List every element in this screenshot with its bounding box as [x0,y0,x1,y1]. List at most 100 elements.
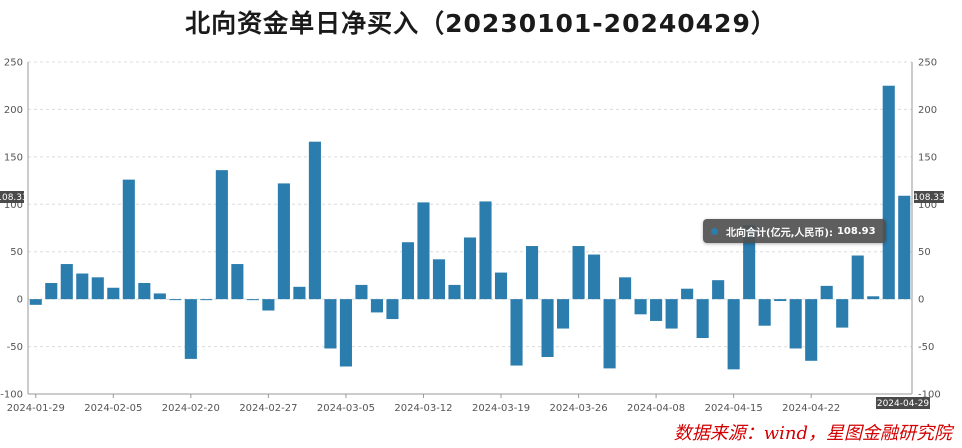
tooltip: 北向合计(亿元,人民币): 108.93 [703,219,886,243]
right-value-badge-text: 108.33 [913,193,945,203]
bar[interactable] [277,183,290,300]
y-tick-label: 250 [4,58,23,69]
y-tick-label: -50 [918,342,934,353]
y-tick-label: -50 [7,342,23,353]
bar[interactable] [153,293,166,300]
bar[interactable] [262,299,275,311]
x-tick-label: 2024-04-15 [705,403,763,414]
bar[interactable] [650,299,663,321]
bar[interactable] [789,299,802,349]
y-tick-label: 200 [918,105,937,116]
bars [29,85,911,370]
bar[interactable] [246,299,259,301]
bar[interactable] [122,179,135,300]
x-tick-label: 2024-02-20 [162,403,220,414]
bar[interactable] [743,225,756,300]
bar[interactable] [231,264,244,300]
bar[interactable] [448,284,461,300]
bar[interactable] [60,264,73,300]
y-tick-label: 50 [10,247,23,258]
bar[interactable] [851,255,864,300]
y-tick-label: 150 [918,152,937,163]
tooltip-label: 北向合计(亿元,人民币): [726,227,833,239]
y-tick-label: 100 [918,200,937,211]
bar[interactable] [882,85,895,300]
right-value-badge: 108.33 [913,191,945,203]
bar[interactable] [727,299,740,370]
bar[interactable] [696,299,709,339]
y-tick-label: -100 [918,390,941,401]
x-tick-label: 2024-02-05 [84,403,142,414]
bar[interactable] [712,280,725,300]
bar[interactable] [169,299,182,301]
bar[interactable] [588,254,601,300]
y-axis-right-ticks: 250 200 150 100 50 0 -50 -100 [918,58,941,401]
bar[interactable] [29,299,42,305]
bar[interactable] [76,273,89,300]
x-tick-label: 2024-03-19 [472,403,530,414]
bar[interactable] [805,299,818,361]
bar[interactable] [417,202,430,300]
bar[interactable] [525,246,539,300]
x-tick-label: 2024-02-27 [239,403,297,414]
bar[interactable] [774,299,787,302]
y-tick-label: 250 [918,58,937,69]
bar[interactable] [355,284,368,300]
bar[interactable] [308,141,321,300]
bar[interactable] [370,299,383,313]
bar[interactable] [91,277,104,300]
series-dot-icon [711,227,718,235]
bar[interactable] [339,299,352,367]
bar[interactable] [293,286,306,300]
bar[interactable] [401,242,415,300]
bar[interactable] [557,299,570,329]
x-tick-label: 2024-04-22 [782,403,840,414]
y-tick-label: 200 [4,105,23,116]
y-tick-label: 150 [4,152,23,163]
source-note: 数据来源：wind，星图金融研究院 [673,423,952,444]
y-tick-label: -100 [0,390,23,401]
bar[interactable] [634,299,647,315]
x-date-badge: 2024-04-29 [876,397,930,409]
bar[interactable] [200,299,213,301]
bar[interactable] [820,285,833,300]
bar[interactable] [541,299,554,358]
y-tick-label: 0 [918,295,924,306]
chart-title: 北向资金单日净买入（20230101-20240429） [185,9,777,38]
left-value-badge: 108.33 [0,191,28,203]
bar[interactable] [619,277,632,300]
x-tick-label: 2024-04-08 [627,403,685,414]
x-tick-label: 2024-03-26 [549,403,607,414]
x-axis-ticks: 2024-01-29 2024-02-05 2024-02-20 2024-02-27… [7,394,840,414]
y-tick-label: 50 [918,247,931,258]
bar[interactable] [494,272,508,300]
axes [27,62,913,395]
x-date-badge-text: 2024-04-29 [877,399,930,409]
bar[interactable] [386,299,399,320]
tooltip-value: 108.93 [836,225,876,237]
left-value-badge-text: 108.33 [0,193,28,203]
bar[interactable] [138,283,151,300]
bar[interactable] [665,299,678,329]
y-tick-label: 100 [4,200,23,211]
y-tick-label: 0 [17,295,23,306]
bar[interactable] [510,299,523,366]
bar[interactable] [479,201,492,300]
x-tick-label: 2024-03-12 [394,403,452,414]
bar[interactable] [215,170,228,300]
bar[interactable] [45,283,58,300]
bar[interactable] [463,237,477,300]
bar[interactable] [898,195,911,300]
bar[interactable] [184,299,197,359]
x-tick-label: 2024-01-29 [7,403,65,414]
bar[interactable] [572,246,585,300]
bar[interactable] [867,296,880,300]
bar[interactable] [681,288,694,300]
bar[interactable] [836,299,849,328]
bar[interactable] [107,287,120,300]
bar[interactable] [758,299,771,326]
bar[interactable] [432,259,446,300]
bar[interactable] [324,299,337,349]
bar[interactable] [603,299,616,369]
